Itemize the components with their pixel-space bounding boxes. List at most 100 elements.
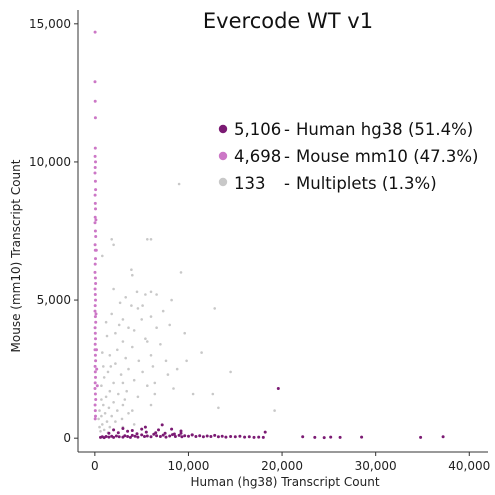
mouse-point: [93, 262, 97, 266]
multiplets-point: [127, 326, 130, 330]
multiplets-point: [102, 365, 105, 368]
multiplets-point: [109, 365, 113, 368]
legend-percent-multiplets: (1.3%): [382, 174, 437, 193]
multiplets-point: [136, 307, 140, 310]
legend-count-multiplets: 133: [234, 174, 266, 193]
human-point: [187, 434, 190, 438]
x-axis-title: Human (hg38) Transcript Count: [190, 475, 379, 489]
multiplets-point: [166, 373, 170, 376]
multiplets-point: [124, 356, 127, 360]
legend-name-mouse: Mouse mm10: [296, 147, 408, 166]
mouse-point: [93, 403, 97, 407]
multiplets-point: [146, 340, 149, 343]
x-tick-label: 30,000: [355, 459, 397, 473]
multiplets-point: [118, 301, 122, 305]
human-point: [322, 436, 326, 440]
multiplets-point: [104, 320, 108, 324]
multiplets-point: [101, 351, 104, 354]
multiplets-point: [116, 348, 119, 352]
mouse-point: [94, 414, 97, 418]
y-tick-label: 5,000: [37, 293, 71, 307]
human-point: [252, 435, 256, 439]
human-point: [154, 431, 158, 435]
multiplets-point: [168, 323, 171, 327]
multiplets-point: [155, 326, 158, 330]
mouse-point: [93, 417, 97, 421]
mouse-point: [93, 287, 97, 291]
mouse-point: [93, 193, 97, 197]
human-point: [172, 432, 176, 436]
mouse-point: [94, 282, 98, 285]
multiplets-point: [131, 409, 134, 412]
legend-item-multiplets: 133 - Multiplets (1.3%): [218, 174, 437, 193]
human-point: [123, 434, 127, 438]
multiplets-point: [108, 354, 112, 357]
multiplets-point: [153, 392, 157, 396]
multiplets-point: [179, 271, 183, 274]
human-point: [114, 434, 118, 438]
multiplets-point: [112, 381, 115, 385]
legend-swatch-human: [218, 124, 228, 134]
multiplets-point: [132, 329, 136, 332]
mouse-point: [93, 229, 97, 233]
human-point: [190, 433, 194, 437]
mouse-point: [94, 235, 98, 238]
multiplets-point: [112, 287, 115, 291]
legend-label-mouse: Mouse mm10 (47.3%): [296, 147, 478, 166]
mouse-point: [93, 276, 97, 280]
legend-dash-human: -: [284, 120, 290, 139]
multiplets-point: [108, 389, 112, 393]
mouse-point: [94, 257, 97, 261]
multiplets-point: [136, 395, 140, 399]
multiplets-point: [155, 293, 158, 296]
human-point: [155, 434, 159, 438]
mouse-point: [93, 146, 97, 150]
human-point: [168, 434, 172, 438]
multiplets-point: [102, 403, 105, 407]
data-points: [93, 30, 445, 440]
human-point: [238, 434, 242, 438]
multiplets-point: [102, 376, 106, 379]
human-point: [224, 435, 228, 439]
x-tick-label: 20,000: [261, 459, 303, 473]
multiplets-point: [141, 370, 144, 374]
mouse-point: [93, 221, 97, 225]
human-point: [160, 423, 164, 427]
human-point: [263, 430, 267, 434]
mouse-point: [94, 298, 97, 302]
multiplets-point: [149, 238, 153, 241]
human-point: [112, 428, 116, 432]
multiplets-point: [98, 409, 101, 412]
multiplets-point: [105, 420, 109, 423]
mouse-point: [93, 304, 97, 308]
mouse-point: [93, 293, 97, 296]
mouse-point: [93, 116, 97, 120]
multiplets-point: [149, 315, 153, 318]
human-point: [360, 435, 364, 439]
mouse-point: [93, 201, 97, 205]
human-point: [158, 435, 162, 438]
multiplets-point: [114, 362, 117, 365]
mouse-point: [95, 384, 99, 388]
multiplets-point: [124, 296, 127, 299]
human-point: [116, 431, 120, 435]
mouse-point: [94, 359, 98, 363]
human-point: [164, 435, 168, 439]
multiplets-point: [127, 367, 130, 371]
multiplets-point: [140, 318, 143, 321]
human-point: [194, 435, 198, 438]
legend-percent-mouse: (47.3%): [413, 147, 478, 166]
mouse-point: [94, 160, 97, 164]
multiplets-point: [149, 354, 153, 357]
multiplets-point: [117, 323, 121, 327]
multiplets-point: [99, 430, 102, 433]
multiplets-point: [121, 403, 125, 407]
legend-name-multiplets: Multiplets: [296, 174, 377, 193]
human-point: [220, 434, 224, 438]
mouse-point: [94, 398, 98, 401]
human-point: [213, 433, 217, 437]
multiplets-point: [149, 403, 153, 407]
legend-count-human: 5,106: [234, 120, 281, 139]
mouse-point: [93, 171, 97, 175]
